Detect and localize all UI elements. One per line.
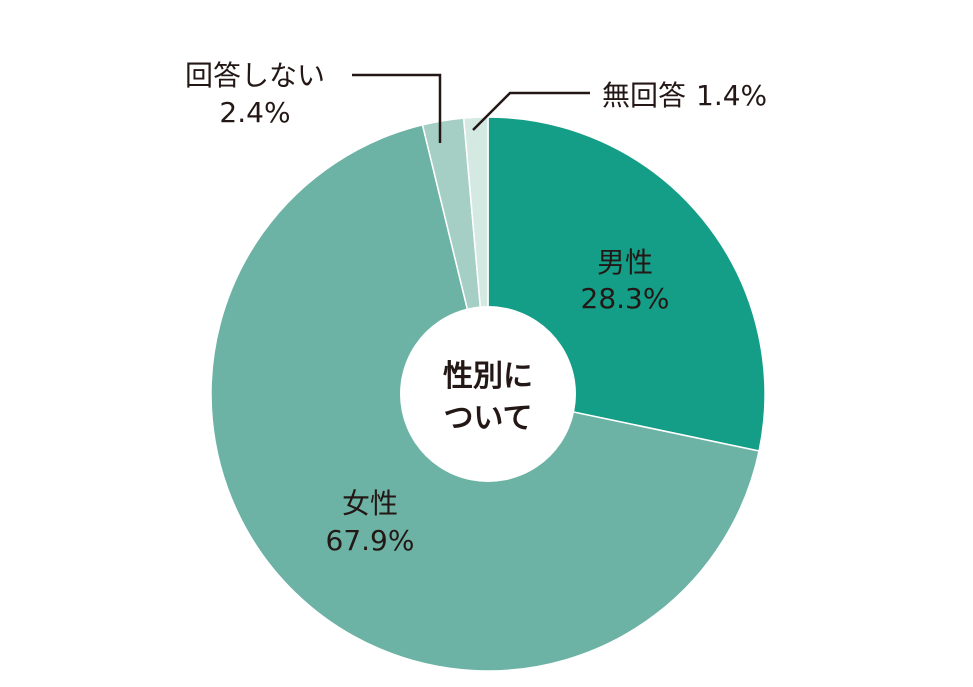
slice-label-no-answer-given: 回答しない: [185, 59, 325, 92]
leader-line-unanswered: [472, 91, 590, 131]
leader-line-no-answer-given: [352, 73, 442, 143]
donut-hole: [400, 306, 576, 482]
center-label-line-2: ついて: [443, 401, 532, 436]
center-label-line-1: 性別に: [443, 359, 533, 394]
slice-value-no-answer-given: 2.4%: [219, 96, 290, 129]
slice-label-unanswered-value: 1.4%: [696, 79, 767, 112]
slice-label-female: 女性: [342, 487, 398, 520]
slice-label-male: 男性: [597, 246, 653, 279]
slice-value-male: 28.3%: [581, 282, 670, 315]
slice-label-unanswered: 無回答 1.4%: [602, 79, 767, 112]
slice-label-unanswered-name: 無回答: [602, 79, 686, 112]
slice-value-female: 67.9%: [326, 524, 415, 557]
